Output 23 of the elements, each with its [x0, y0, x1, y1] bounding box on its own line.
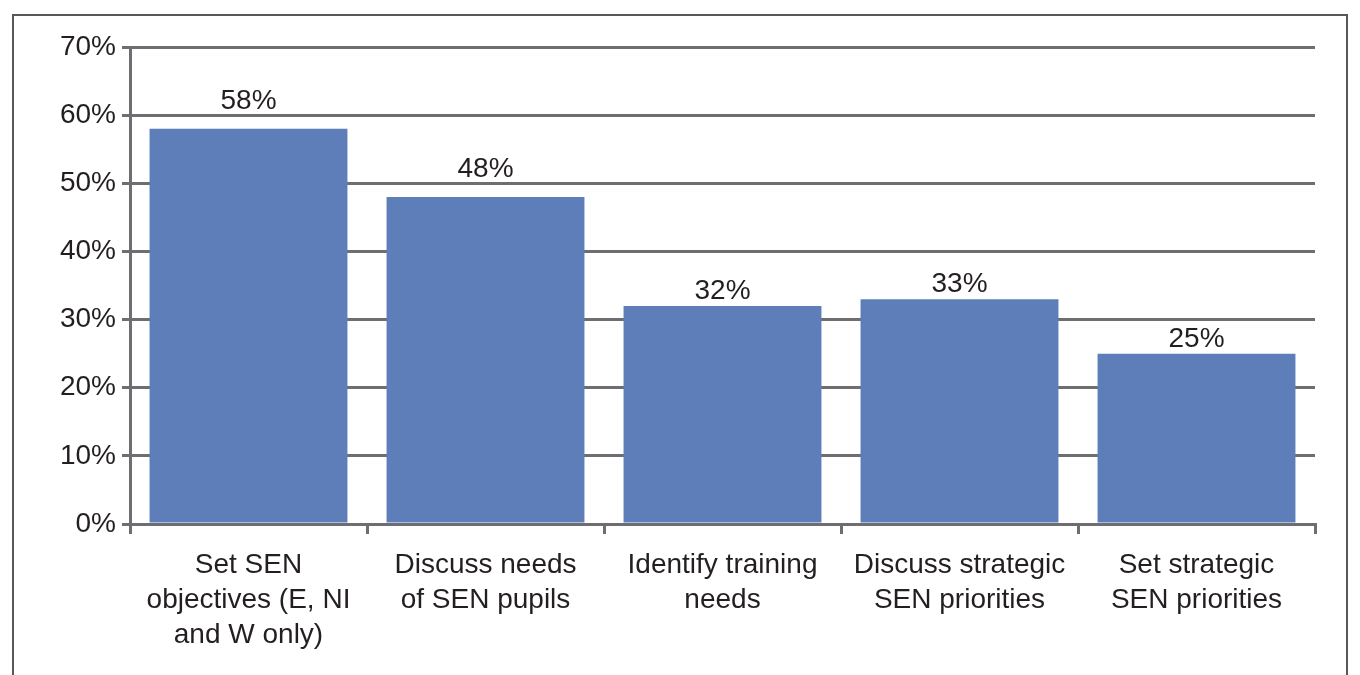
bar: [860, 299, 1059, 523]
y-tick-label: 50%: [59, 166, 116, 197]
y-tick-label: 30%: [59, 302, 116, 334]
y-tick-label: 10%: [59, 438, 116, 470]
y-tick-label: 70%: [59, 29, 116, 61]
y-tick-label: 40%: [59, 234, 116, 266]
data-label: 48%: [457, 152, 514, 184]
y-tick-label: 0%: [75, 506, 116, 538]
bar: [1097, 353, 1296, 523]
y-tick-label: 20%: [59, 370, 116, 402]
data-label: 32%: [694, 273, 751, 305]
x-tick-label: Discuss needs of SEN pupils: [394, 548, 577, 615]
bar: [386, 196, 585, 523]
data-label: 25%: [1168, 321, 1225, 353]
x-tick-label: Set strategic SEN priorities: [1110, 548, 1283, 615]
bar: [623, 305, 822, 523]
bar: [149, 128, 348, 523]
y-tick-label: 60%: [59, 97, 116, 129]
data-label: 58%: [220, 84, 277, 116]
data-label: 33%: [931, 267, 988, 299]
x-tick-label: Discuss strategic SEN priorities: [853, 548, 1066, 615]
x-tick-label: Identify training needs: [627, 548, 818, 615]
x-tick-label: Set SEN objectives (E, NI and W only): [146, 548, 351, 650]
